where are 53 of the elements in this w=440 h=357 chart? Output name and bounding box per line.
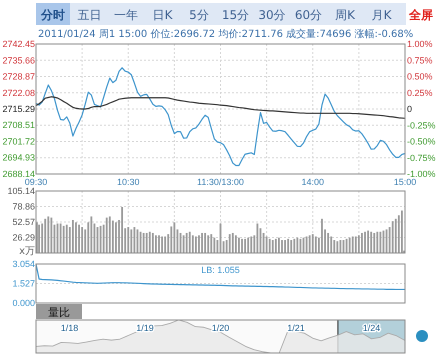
y2-tick-label: 0 bbox=[407, 104, 412, 114]
text: 一年 bbox=[114, 8, 138, 22]
text: 60分 bbox=[294, 8, 322, 22]
text: 周K bbox=[335, 8, 356, 22]
y-tick-label: 1.527 bbox=[12, 278, 35, 288]
y2-tick-label: -0.25% bbox=[407, 120, 436, 130]
y2-tick-label: -0.50% bbox=[407, 136, 436, 146]
x-tick-label: 1/18 bbox=[60, 323, 78, 333]
line-series bbox=[35, 96, 406, 119]
text: 量比 bbox=[48, 306, 70, 319]
y-tick-label: 105.14 bbox=[7, 186, 35, 196]
text: 日K bbox=[152, 8, 174, 22]
y-tick-label: 2742.45 bbox=[2, 39, 35, 49]
text: 五日 bbox=[78, 8, 102, 22]
text: 分时 bbox=[40, 8, 65, 22]
y2-tick-label: -0.75% bbox=[407, 152, 436, 163]
y-tick-label: 2728.87 bbox=[2, 72, 35, 82]
x-tick-label: 1/21 bbox=[287, 323, 305, 333]
y-tick-label: 52.57 bbox=[12, 217, 35, 227]
y2-tick-label: 0.25% bbox=[407, 88, 433, 98]
x-tick-label: 1/19 bbox=[136, 323, 154, 333]
y-tick-label: 2688.14 bbox=[2, 169, 35, 179]
y-tick-label: 2715.29 bbox=[2, 104, 35, 114]
y-tick-label: 2722.08 bbox=[2, 88, 35, 98]
x-tick-label: 1/20 bbox=[212, 323, 230, 333]
x-tick-label: 1/24 bbox=[362, 323, 380, 333]
y2-tick-label: 0.75% bbox=[407, 55, 433, 66]
annotation: LB: 1.055 bbox=[201, 265, 240, 275]
y-tick-label: 3.054 bbox=[12, 259, 35, 269]
y-tick-label: 2735.66 bbox=[2, 55, 35, 66]
y-tick-label: 26.29 bbox=[12, 232, 35, 242]
y-tick-label: 2701.72 bbox=[2, 136, 35, 146]
text: 5分 bbox=[189, 8, 209, 22]
y-axis-title: x万 bbox=[19, 246, 35, 257]
y2-tick-label: 1.00% bbox=[407, 39, 433, 49]
text: 30分 bbox=[258, 8, 286, 22]
y-tick-label: 78.86 bbox=[12, 201, 35, 212]
line-series bbox=[35, 263, 406, 290]
y2-tick-label: -1.00% bbox=[407, 169, 436, 179]
x-tick-label: 14:00 bbox=[301, 177, 324, 187]
x-tick-label: 11:30/13:00 bbox=[197, 177, 244, 187]
x-tick-label: 10:30 bbox=[116, 177, 140, 187]
y2-tick-label: 0.50% bbox=[407, 72, 433, 82]
chart-subtitle: 2011/01/24 周1 15:00 价位:2696.72 均价:2711.76 成交量:74696 涨幅:-0.68% bbox=[38, 28, 414, 40]
x-tick-label: 09:30 bbox=[24, 177, 48, 187]
y-tick-label: 0.000 bbox=[12, 298, 35, 308]
text: 15分 bbox=[222, 8, 250, 22]
text: 全屏 bbox=[408, 8, 433, 22]
text: 月K bbox=[372, 8, 393, 22]
x-tick-label: 15:00 bbox=[394, 177, 416, 187]
line-series bbox=[35, 67, 406, 166]
y-tick-label: 2694.93 bbox=[2, 152, 35, 163]
y-tick-label: 2708.51 bbox=[2, 120, 35, 130]
